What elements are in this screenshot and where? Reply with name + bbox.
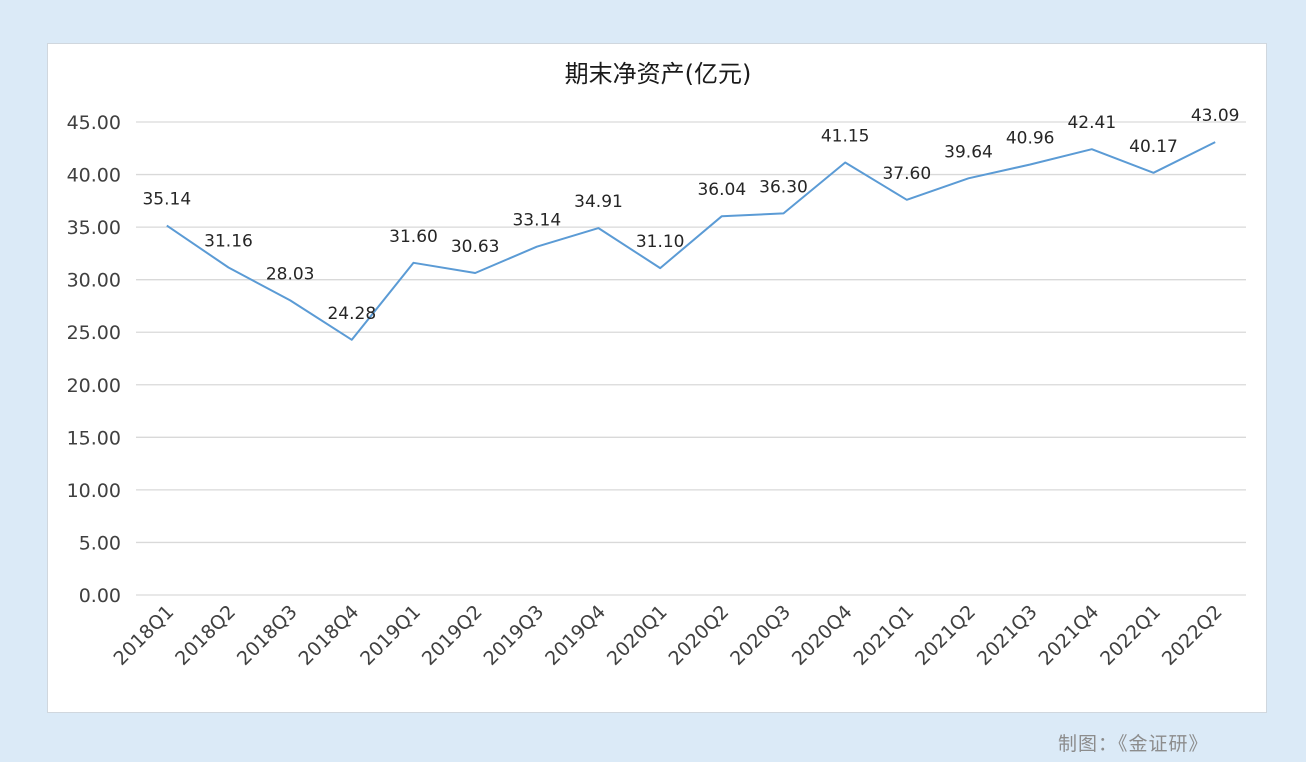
x-tick-label: 2021Q1 (849, 601, 918, 670)
x-tick-label: 2021Q4 (1034, 601, 1103, 670)
data-label: 33.14 (512, 211, 561, 231)
x-tick-label: 2019Q2 (418, 601, 487, 670)
y-tick-label: 5.00 (79, 532, 121, 554)
y-axis-tick-labels: 0.00 5.00 10.00 15.00 20.00 25.00 30.00 35.00 40… (67, 112, 121, 607)
x-tick-label: 2020Q1 (603, 601, 672, 670)
data-label: 39.64 (944, 142, 993, 162)
gridlines (136, 121, 1246, 596)
data-label: 28.03 (266, 264, 315, 284)
y-tick-label: 35.00 (67, 217, 121, 239)
y-tick-label: 45.00 (67, 112, 121, 134)
x-tick-label: 2020Q4 (788, 601, 857, 670)
x-tick-label: 2019Q3 (479, 601, 548, 670)
y-tick-label: 25.00 (67, 322, 121, 344)
data-label: 40.17 (1129, 137, 1178, 157)
x-tick-label: 2020Q3 (726, 601, 795, 670)
data-label: 37.60 (882, 164, 931, 184)
x-tick-label: 2021Q3 (973, 601, 1042, 670)
series-polyline (166, 141, 1216, 341)
data-label: 34.91 (574, 192, 623, 212)
y-tick-label: 30.00 (67, 270, 121, 292)
data-label: 40.96 (1006, 128, 1055, 148)
data-label: 36.30 (759, 177, 808, 197)
data-label: 31.60 (389, 227, 438, 247)
credit-text: 制图：《金证研》 (1058, 733, 1209, 755)
x-tick-label: 2018Q1 (109, 601, 178, 670)
data-label: 31.16 (204, 231, 253, 251)
chart-panel: 期末净资产(亿元) 0.00 5.00 10.00 15.00 20.00 25.00 30… (47, 43, 1267, 713)
x-tick-label: 2021Q2 (911, 601, 980, 670)
x-tick-label: 2019Q4 (541, 601, 610, 670)
y-tick-label: 20.00 (67, 375, 121, 397)
data-labels: 35.14 31.16 28.03 24.28 31.60 30.63 33.14 34.91… (142, 106, 1239, 324)
y-tick-label: 0.00 (79, 585, 121, 607)
data-label: 31.10 (636, 232, 685, 252)
x-tick-label: 2022Q2 (1158, 601, 1227, 670)
data-label: 36.04 (697, 180, 746, 200)
y-tick-label: 40.00 (67, 165, 121, 187)
chart-title: 期末净资产(亿元) (565, 60, 752, 88)
x-tick-label: 2018Q2 (171, 601, 240, 670)
x-tick-label: 2022Q1 (1096, 601, 1165, 670)
data-label: 24.28 (327, 304, 376, 324)
x-tick-label: 2020Q2 (664, 601, 733, 670)
line-chart: 期末净资产(亿元) 0.00 5.00 10.00 15.00 20.00 25.00 30… (67, 60, 1246, 670)
data-label: 43.09 (1191, 106, 1240, 126)
x-tick-label: 2018Q4 (294, 601, 363, 670)
y-tick-label: 10.00 (67, 480, 121, 502)
data-label: 42.41 (1067, 113, 1116, 133)
y-tick-label: 15.00 (67, 427, 121, 449)
x-tick-label: 2018Q3 (233, 601, 302, 670)
data-label: 35.14 (142, 190, 191, 210)
x-axis-tick-labels: 2018Q12018Q22018Q32018Q42019Q12019Q22019… (109, 601, 1226, 670)
x-tick-label: 2019Q1 (356, 601, 425, 670)
data-label: 30.63 (451, 237, 500, 257)
data-label: 41.15 (821, 126, 870, 146)
series-line (166, 141, 1216, 341)
